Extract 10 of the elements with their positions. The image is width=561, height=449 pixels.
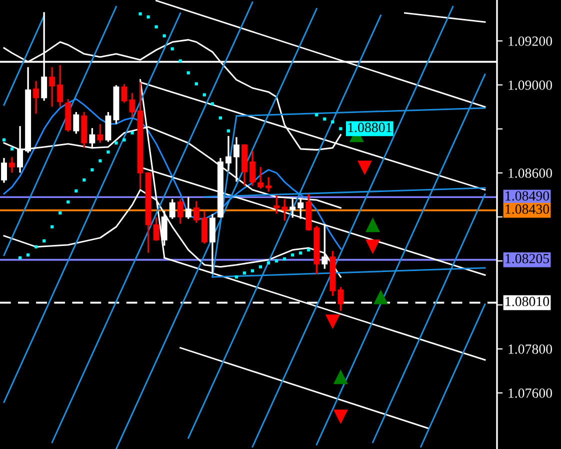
ref-line-label: 1.08430 xyxy=(506,204,550,214)
y-tick-label: 1.09200 xyxy=(508,36,552,46)
ref-line-label: 1.08205 xyxy=(506,254,550,264)
y-tick-label: 1.07800 xyxy=(508,344,552,354)
y-tick-label: 1.08600 xyxy=(508,168,552,178)
ref-line-label: 1.08490 xyxy=(506,191,550,201)
data-label: 1.08801 xyxy=(348,122,392,132)
y-tick-label: 1.09000 xyxy=(508,80,552,90)
ref-line-label: 1.08010 xyxy=(506,296,550,306)
y-tick-label: 1.07600 xyxy=(508,388,552,398)
